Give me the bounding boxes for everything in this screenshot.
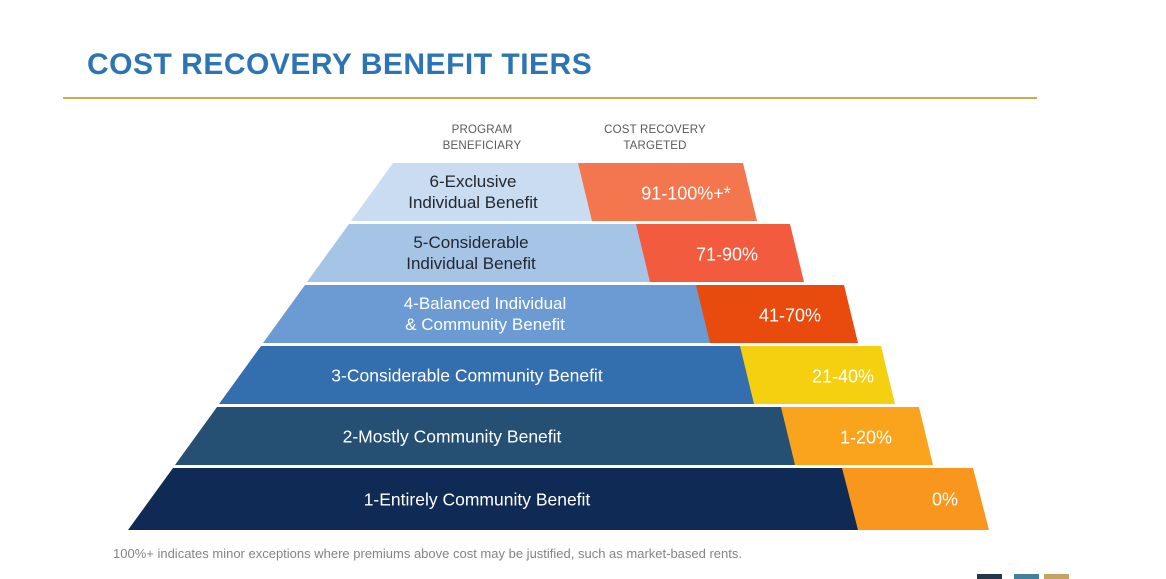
tier3-benefit-label: 3-Considerable Community Benefit	[331, 365, 603, 386]
page-title: COST RECOVERY BENEFIT TIERS	[87, 48, 593, 81]
tier1-range-shape	[842, 468, 989, 530]
column-header-program-beneficiary: PROGRAM BENEFICIARY	[443, 122, 522, 154]
tier6-range-shape	[578, 163, 757, 221]
tier4-benefit-shape	[263, 285, 716, 343]
tier1-benefit-label: 1-Entirely Community Benefit	[363, 489, 591, 510]
footnote: 100%+ indicates minor exceptions where p…	[113, 546, 742, 561]
tier6-benefit-label-line1: 6-Exclusive	[429, 172, 517, 191]
tier1-range-label: 0%	[931, 489, 959, 510]
tier2-range-shape	[781, 407, 933, 465]
tier1-benefit-shape	[128, 468, 864, 530]
title-divider	[63, 97, 1037, 99]
tier2-range-label: 1-20%	[839, 427, 893, 448]
tier3-range-label: 21-40%	[811, 366, 875, 387]
tier6-benefit-label-line2: Individual Benefit	[408, 193, 538, 212]
column-header-cost-line2: TARGETED	[623, 140, 687, 152]
decor-square-teal	[1014, 574, 1039, 579]
tier4-benefit-label: 4-Balanced Individual & Community Benefi…	[404, 293, 567, 335]
decor-square-navy	[977, 574, 1002, 579]
tier6-benefit-shape	[351, 163, 598, 221]
tier4-range-shape	[696, 285, 858, 343]
tier3-range-shape	[740, 346, 895, 404]
column-header-cost-line1: COST RECOVERY	[604, 124, 706, 136]
tier4-range-label: 41-70%	[758, 305, 822, 326]
tier4-benefit-label-line2: & Community Benefit	[405, 315, 565, 334]
tier3-benefit-shape	[219, 346, 760, 404]
column-header-cost-recovery: COST RECOVERY TARGETED	[604, 122, 706, 154]
column-header-program-line2: BENEFICIARY	[442, 140, 522, 152]
tier5-benefit-shape	[307, 224, 656, 282]
tier6-benefit-label: 6-Exclusive Individual Benefit	[408, 171, 537, 213]
tier6-range-label: 91-100%+*	[641, 183, 731, 204]
tier5-range-shape	[636, 224, 804, 282]
tier5-benefit-label: 5-Considerable Individual Benefit	[406, 232, 535, 274]
tier5-range-label: 71-90%	[695, 244, 759, 265]
decor-square-gold	[1044, 574, 1069, 579]
tier4-benefit-label-line1: 4-Balanced Individual	[403, 294, 567, 313]
tier5-benefit-label-line2: Individual Benefit	[406, 254, 536, 273]
tier2-benefit-shape	[175, 407, 801, 465]
column-header-program-line1: PROGRAM	[451, 124, 513, 136]
tier2-benefit-label: 2-Mostly Community Benefit	[342, 426, 562, 447]
tier5-benefit-label-line1: 5-Considerable	[413, 233, 529, 252]
